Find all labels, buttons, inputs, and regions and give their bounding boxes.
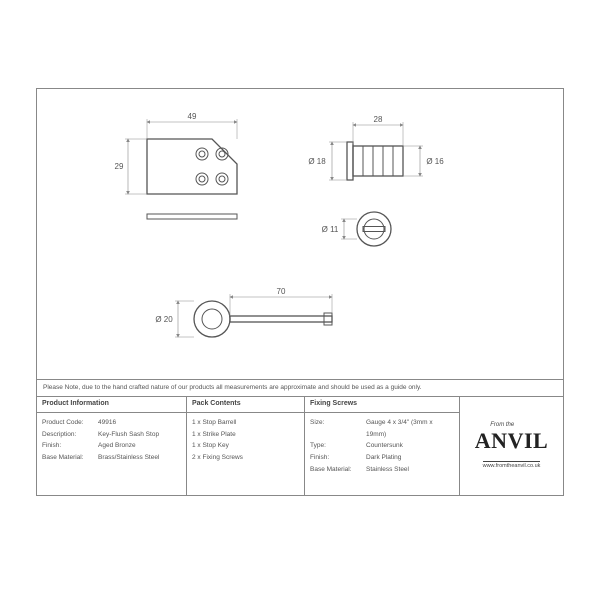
note-text: Please Note, due to the hand crafted nat…	[43, 384, 422, 391]
drawing-area: 49 29 28	[37, 89, 563, 379]
drawing-frame: 49 29 28	[36, 88, 564, 496]
row-finish: Finish:Aged Bronze	[42, 440, 181, 452]
pack-item: 2 x Fixing Screws	[192, 452, 299, 464]
header-product: Product Information	[37, 397, 186, 413]
plate-side	[147, 214, 237, 219]
row-base: Base Material:Brass/Stainless Steel	[42, 452, 181, 464]
header-screws: Fixing Screws	[305, 397, 459, 413]
row-size: Size:Gauge 4 x 3/4" (3mm x 19mm)	[310, 417, 454, 440]
col-pack: Pack Contents 1 x Stop Barrell 1 x Strik…	[187, 397, 305, 496]
header-pack: Pack Contents	[187, 397, 304, 413]
info-table: Product Information Product Code:49916 D…	[37, 397, 563, 496]
col-logo: From the ANVIL www.fromtheanvil.co.uk	[460, 397, 563, 496]
dim-barrel-w: 28	[374, 115, 383, 124]
col-product: Product Information Product Code:49916 D…	[37, 397, 187, 496]
dim-key-ring: Ø 20	[155, 315, 173, 324]
row-type: Type:Countersunk	[310, 440, 454, 452]
col-screws: Fixing Screws Size:Gauge 4 x 3/4" (3mm x…	[305, 397, 460, 496]
pack-item: 1 x Stop Barrell	[192, 417, 299, 429]
dim-barrel-d1: Ø 18	[308, 157, 326, 166]
dim-barrel-d2: Ø 16	[426, 157, 444, 166]
dim-key-w: 70	[277, 287, 286, 296]
dim-plate-h: 29	[115, 162, 124, 171]
logo-url: www.fromtheanvil.co.uk	[483, 461, 541, 469]
dim-circle-d: Ø 11	[322, 225, 339, 234]
row-sfinish: Finish:Dark Plating	[310, 452, 454, 464]
pack-item: 1 x Stop Key	[192, 440, 299, 452]
logo: From the ANVIL www.fromtheanvil.co.uk	[475, 422, 548, 472]
barrel	[347, 142, 403, 180]
row-desc: Description:Key-Flush Sash Stop	[42, 429, 181, 441]
dim-plate-w: 49	[188, 112, 197, 121]
row-sbase: Base Material:Stainless Steel	[310, 464, 454, 476]
logo-name: ANVIL	[475, 428, 548, 454]
strike-plate	[147, 139, 237, 194]
row-code: Product Code:49916	[42, 417, 181, 429]
barrel-end	[357, 212, 391, 246]
key	[194, 301, 332, 337]
note-bar: Please Note, due to the hand crafted nat…	[37, 379, 563, 397]
tech-drawing-svg: 49 29 28	[37, 89, 565, 379]
pack-item: 1 x Strike Plate	[192, 429, 299, 441]
